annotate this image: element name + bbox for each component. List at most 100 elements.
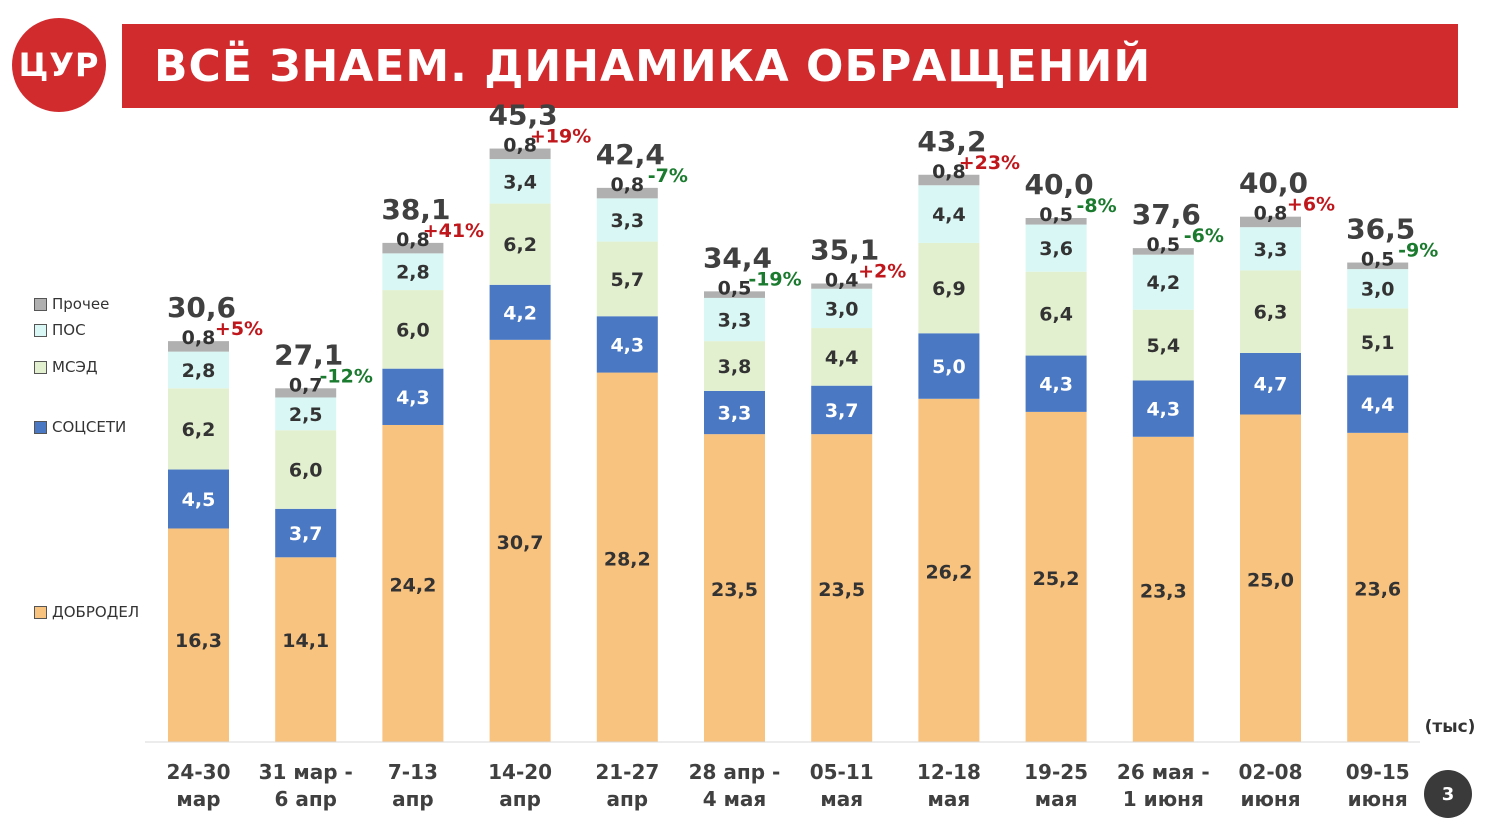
change-label: +6% xyxy=(1287,194,1335,216)
bar-value-label: 23,3 xyxy=(1140,580,1187,602)
bar-value-label: 4,3 xyxy=(396,387,430,409)
change-label: -8% xyxy=(1077,195,1117,217)
legend-item-social: СОЦСЕТИ xyxy=(34,418,126,436)
bar-total-label: 40,0 xyxy=(1239,167,1308,200)
logo-text: ЦУР xyxy=(18,46,100,84)
change-label: +19% xyxy=(530,126,591,148)
bar-segment xyxy=(168,388,229,470)
chart-bars xyxy=(168,148,1409,742)
bar-segment xyxy=(275,508,337,558)
bar-segment xyxy=(489,159,551,204)
bar-value-label: 0,8 xyxy=(182,327,216,349)
bar-value-label: 23,6 xyxy=(1354,578,1401,600)
bar-total-label: 30,6 xyxy=(167,291,236,324)
bar-value-label: 2,8 xyxy=(396,262,430,284)
bar-segment xyxy=(275,388,337,398)
bar-segment xyxy=(275,557,337,742)
x-tick-label: июня xyxy=(1240,787,1300,811)
bar-value-label: 3,8 xyxy=(718,356,752,378)
bar-value-label: 3,3 xyxy=(610,210,644,232)
bar-segment xyxy=(1347,432,1409,742)
bar-value-label: 0,5 xyxy=(718,277,752,299)
page-title: ВСЁ ЗНАЕМ. ДИНАМИКА ОБРАЩЕНИЙ xyxy=(154,40,1152,92)
bar-value-label: 26,2 xyxy=(925,561,972,583)
bar-segment xyxy=(489,339,551,742)
bar-segment xyxy=(596,198,658,242)
bar-total-label: 40,0 xyxy=(1025,168,1094,201)
bar-value-label: 4,4 xyxy=(825,347,859,369)
bar-value-label: 24,2 xyxy=(389,574,436,596)
bar-value-label: 0,5 xyxy=(1146,234,1180,256)
bar-value-label: 4,7 xyxy=(1254,374,1288,396)
bar-segment xyxy=(168,528,229,742)
bar-segment xyxy=(811,385,873,435)
bar-segment xyxy=(1347,269,1409,309)
bar-segment xyxy=(382,424,444,742)
change-label: +41% xyxy=(423,220,484,242)
bar-total-label: 45,3 xyxy=(489,99,558,132)
bar-segment xyxy=(382,242,444,254)
bar-segment xyxy=(596,187,658,199)
bar-segment xyxy=(382,368,444,425)
legend-swatch-dobrodel xyxy=(34,605,47,619)
legend-item-pos: ПОС xyxy=(34,321,86,339)
bar-segment xyxy=(489,284,551,340)
x-tick-label: 26 мая - xyxy=(1117,760,1210,784)
x-tick-label: апр xyxy=(499,787,541,811)
bar-segment xyxy=(704,434,765,742)
bar-value-label: 5,7 xyxy=(610,269,644,291)
bar-segment xyxy=(1132,248,1194,255)
bar-total-label: 36,5 xyxy=(1346,213,1415,246)
unit-label: (тыс) xyxy=(1425,717,1476,737)
bar-segment xyxy=(596,241,658,317)
bar-segment xyxy=(1025,355,1087,412)
legend-label-msed: МСЭД xyxy=(52,358,98,376)
bar-segment xyxy=(1132,254,1194,310)
bar-value-label: 23,5 xyxy=(711,579,758,601)
x-tick-label: апр xyxy=(392,787,434,811)
legend-swatch-msed xyxy=(34,360,47,374)
bar-segment xyxy=(275,430,337,509)
bar-segment xyxy=(1240,352,1301,415)
x-tick-label: 31 мар - xyxy=(259,760,353,784)
bar-segment xyxy=(168,469,229,529)
bar-value-label: 0,5 xyxy=(1039,204,1073,226)
legend-swatch-other xyxy=(34,297,47,311)
bar-value-label: 3,3 xyxy=(718,403,752,425)
bar-segment xyxy=(489,148,551,160)
bar-segment xyxy=(1240,414,1301,742)
x-tick-label: 28 апр - xyxy=(689,760,781,784)
x-tick-label: 14-20 xyxy=(488,760,552,784)
bar-value-label: 0,8 xyxy=(1254,203,1288,225)
bar-value-label: 4,2 xyxy=(503,302,537,324)
bar-segment xyxy=(704,297,765,342)
x-tick-label: апр xyxy=(606,787,648,811)
bar-value-label: 4,3 xyxy=(1039,374,1073,396)
bar-total-label: 37,6 xyxy=(1132,198,1201,231)
bar-segment xyxy=(811,328,873,386)
bar-total-label: 27,1 xyxy=(274,338,343,371)
bar-value-label: 3,7 xyxy=(825,400,859,422)
bar-total-label: 34,4 xyxy=(703,241,772,274)
bar-segment xyxy=(1240,270,1301,353)
x-tick-label: мая xyxy=(928,787,971,811)
bar-value-label: 3,6 xyxy=(1039,238,1073,260)
bar-value-label: 0,8 xyxy=(503,135,537,157)
legend-label-social: СОЦСЕТИ xyxy=(52,418,127,436)
bar-segment xyxy=(704,291,765,298)
x-tick-label: июня xyxy=(1348,787,1408,811)
bar-value-label: 4,4 xyxy=(932,204,966,226)
bar-segment xyxy=(596,372,658,742)
x-tick-label: 12-18 xyxy=(917,760,981,784)
x-tick-label: мар xyxy=(176,787,220,811)
bar-segment xyxy=(1025,218,1087,225)
bar-value-label: 16,3 xyxy=(175,630,222,652)
bar-segment xyxy=(596,316,658,373)
bar-segment xyxy=(704,390,765,435)
change-label: +5% xyxy=(215,318,263,340)
bar-segment xyxy=(1240,216,1301,228)
bar-segment xyxy=(918,242,980,334)
bar-value-label: 0,8 xyxy=(396,229,430,251)
bar-value-label: 25,2 xyxy=(1033,568,1080,590)
